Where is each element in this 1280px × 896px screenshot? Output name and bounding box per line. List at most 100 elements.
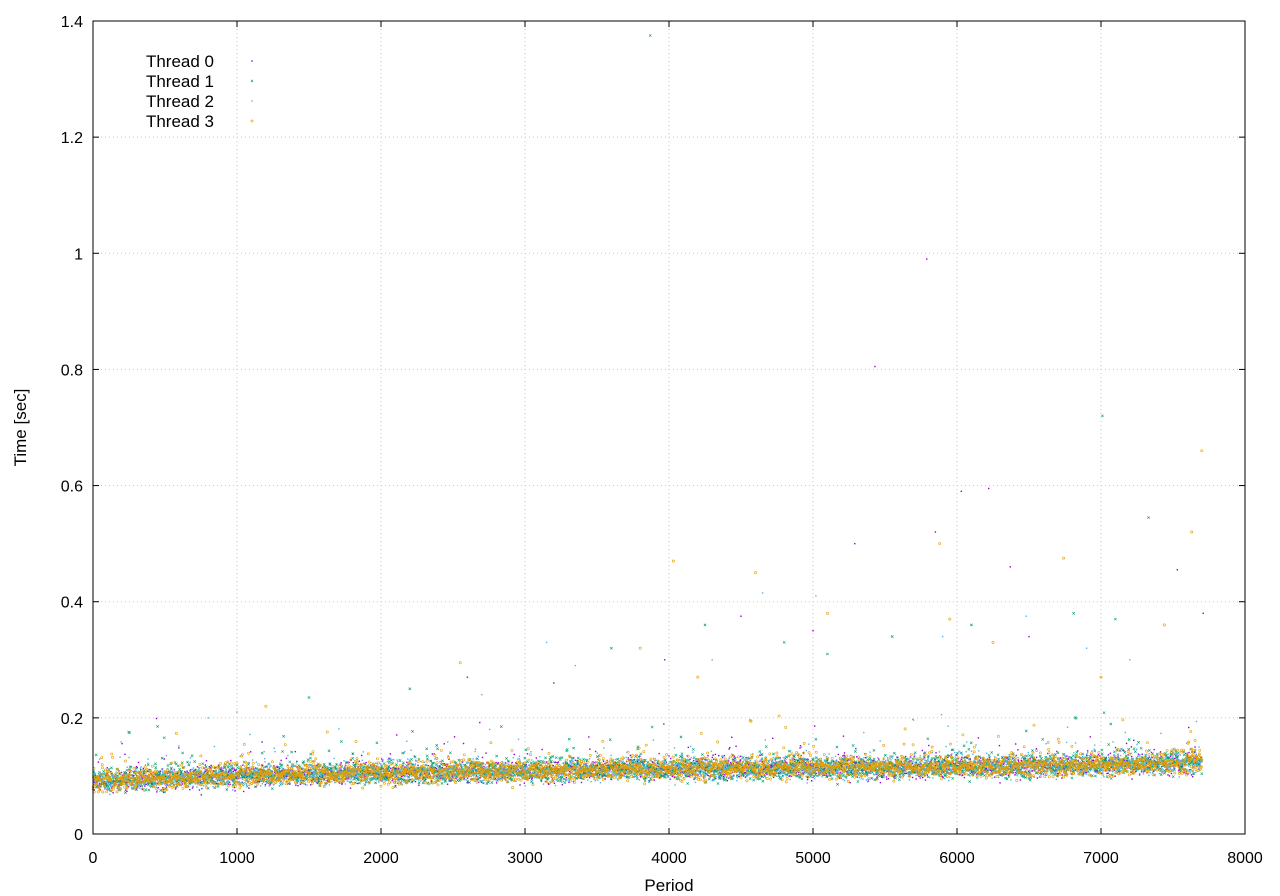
data-point xyxy=(643,758,647,762)
data-point xyxy=(1133,768,1135,771)
data-point xyxy=(837,775,841,779)
data-point xyxy=(1003,762,1005,765)
data-point xyxy=(212,770,215,772)
data-point xyxy=(535,757,538,759)
data-point xyxy=(1049,763,1051,765)
data-point xyxy=(1095,769,1097,772)
data-point xyxy=(240,775,244,779)
data-point xyxy=(828,769,830,771)
data-point xyxy=(886,778,888,780)
data-point xyxy=(427,764,429,767)
data-point xyxy=(910,760,912,762)
data-point xyxy=(547,774,549,776)
data-point xyxy=(596,764,599,766)
data-point xyxy=(248,787,250,789)
data-point xyxy=(900,760,902,763)
data-point xyxy=(293,773,295,775)
data-point xyxy=(515,762,517,764)
data-point xyxy=(754,762,757,764)
data-point xyxy=(1027,766,1029,769)
data-point xyxy=(709,776,711,778)
data-point xyxy=(714,753,717,756)
data-point xyxy=(216,780,219,782)
data-point xyxy=(139,785,142,787)
data-point xyxy=(798,761,800,764)
data-point xyxy=(852,764,854,766)
data-point xyxy=(380,758,383,760)
data-point xyxy=(975,757,977,760)
data-point xyxy=(411,730,414,733)
data-point xyxy=(684,758,688,762)
data-point xyxy=(822,774,824,777)
data-point xyxy=(234,790,236,792)
data-point xyxy=(148,776,150,779)
data-point xyxy=(1138,774,1141,776)
data-point xyxy=(810,765,812,767)
data-point xyxy=(417,764,419,767)
series-0 xyxy=(92,258,1204,796)
data-point xyxy=(855,747,857,750)
data-point xyxy=(593,761,595,764)
data-point xyxy=(193,760,197,763)
data-point xyxy=(794,760,796,763)
data-point xyxy=(1124,764,1126,766)
data-point xyxy=(1061,774,1063,776)
data-point xyxy=(1160,755,1162,757)
data-point xyxy=(130,765,132,768)
data-point xyxy=(273,765,275,767)
data-point xyxy=(663,723,665,725)
data-point xyxy=(335,763,338,767)
data-point xyxy=(351,752,355,756)
data-point xyxy=(697,774,699,776)
data-point xyxy=(704,769,707,772)
data-point xyxy=(1014,743,1017,745)
data-point xyxy=(639,752,643,756)
data-point xyxy=(809,760,812,763)
data-point xyxy=(135,765,138,768)
data-point xyxy=(396,734,398,736)
data-point xyxy=(188,782,192,786)
data-point xyxy=(436,747,439,751)
data-point xyxy=(357,781,361,785)
data-point xyxy=(257,780,260,782)
data-point xyxy=(217,764,220,766)
data-point xyxy=(302,760,306,764)
data-point xyxy=(352,761,355,764)
data-point xyxy=(498,764,502,768)
data-point xyxy=(576,763,579,765)
data-point xyxy=(187,772,189,774)
data-point xyxy=(134,770,136,772)
data-point xyxy=(776,756,780,760)
data-point xyxy=(1186,760,1188,763)
data-point xyxy=(1178,769,1180,772)
data-point xyxy=(673,776,675,778)
data-point xyxy=(261,764,264,766)
data-point xyxy=(688,769,690,771)
data-point xyxy=(794,758,798,762)
data-point xyxy=(802,752,804,754)
data-point xyxy=(784,768,787,770)
data-point xyxy=(772,776,775,779)
data-point xyxy=(465,771,467,774)
data-point xyxy=(1127,760,1129,763)
data-point xyxy=(589,748,591,750)
data-point xyxy=(941,775,943,778)
data-point xyxy=(937,768,939,770)
data-point xyxy=(246,767,248,769)
data-point xyxy=(1006,757,1009,759)
data-point xyxy=(758,777,762,781)
data-point xyxy=(629,762,631,764)
data-point xyxy=(110,770,112,773)
data-point xyxy=(869,764,872,766)
data-point xyxy=(189,788,191,791)
data-point xyxy=(292,769,294,772)
data-point xyxy=(481,781,483,784)
data-point xyxy=(1094,765,1096,767)
data-point xyxy=(295,784,297,786)
data-point xyxy=(394,768,397,770)
data-point xyxy=(942,776,944,779)
data-point xyxy=(294,750,296,753)
data-point xyxy=(94,774,97,776)
data-point xyxy=(478,764,480,767)
data-point xyxy=(770,766,773,768)
